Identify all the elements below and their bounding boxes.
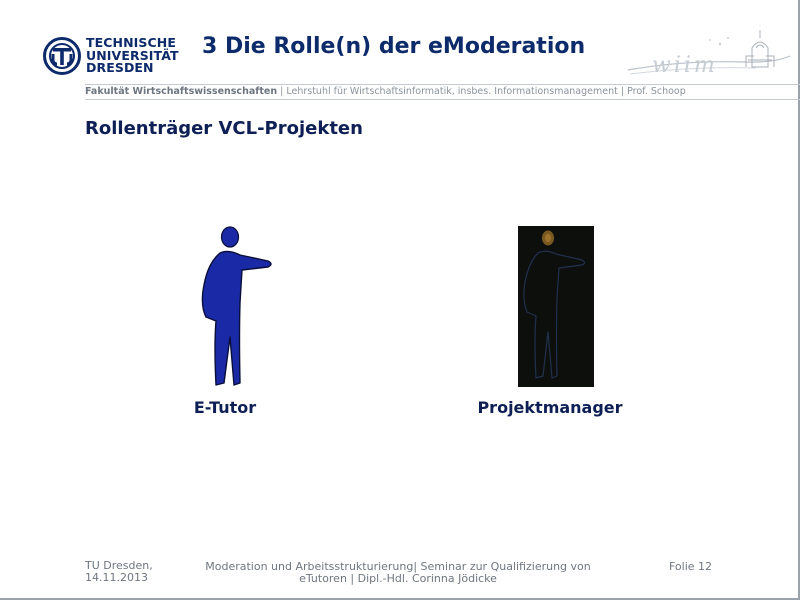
logo-line-3: DRESDEN: [86, 60, 154, 76]
wiim-chair-logo: wiim: [627, 30, 791, 78]
affiliation-line: Fakultät Wirtschaftswissenschaften | Leh…: [85, 86, 686, 97]
tu-dresden-wordmark: TECHNISCHE UNIVERSITÄT DRESDEN: [86, 35, 179, 76]
person-pointing-blue-icon: [201, 226, 272, 386]
footer-institution: TU Dresden,: [85, 559, 153, 572]
wiim-logo-text: wiim: [652, 53, 718, 78]
logo-line-2: UNIVERSITÄT: [86, 47, 179, 63]
footer-course-line-2: eTutoren | Dipl.-Hdl. Corinna Jödicke: [299, 572, 497, 585]
footer-date: TU Dresden, 14.11.2013: [85, 560, 153, 584]
faculty-name: Fakultät Wirtschaftswissenschaften: [85, 86, 278, 97]
footer-course: Moderation und Arbeitsstrukturierung| Se…: [192, 561, 604, 585]
role-label-projektmanager: Projektmanager: [477, 398, 623, 417]
role-label-e-tutor: E-Tutor: [193, 398, 257, 417]
person-pointing-dark-icon: [523, 230, 586, 379]
slide-number: Folie 12: [669, 560, 713, 573]
person-pointing-dark-tile: [518, 226, 594, 387]
footer-date-value: 14.11.2013: [85, 571, 148, 584]
footer-course-line-1: Moderation und Arbeitsstrukturierung| Se…: [205, 560, 591, 573]
header-divider: [85, 84, 800, 85]
chair-name: | Lehrstuhl für Wirtschaftsinformatik, i…: [277, 86, 686, 97]
header-divider-2: [85, 99, 800, 100]
tu-dresden-logo: TECHNISCHE UNIVERSITÄT DRESDEN: [42, 36, 179, 80]
frauenkirche-dome-icon: [745, 30, 775, 68]
section-title: Rollenträger VCL-Projekten: [85, 118, 363, 139]
slide-title: 3 Die Rolle(n) der eModeration: [202, 34, 586, 59]
logo-line-1: TECHNISCHE: [86, 35, 176, 50]
tu-dresden-emblem-icon: [43, 37, 81, 75]
